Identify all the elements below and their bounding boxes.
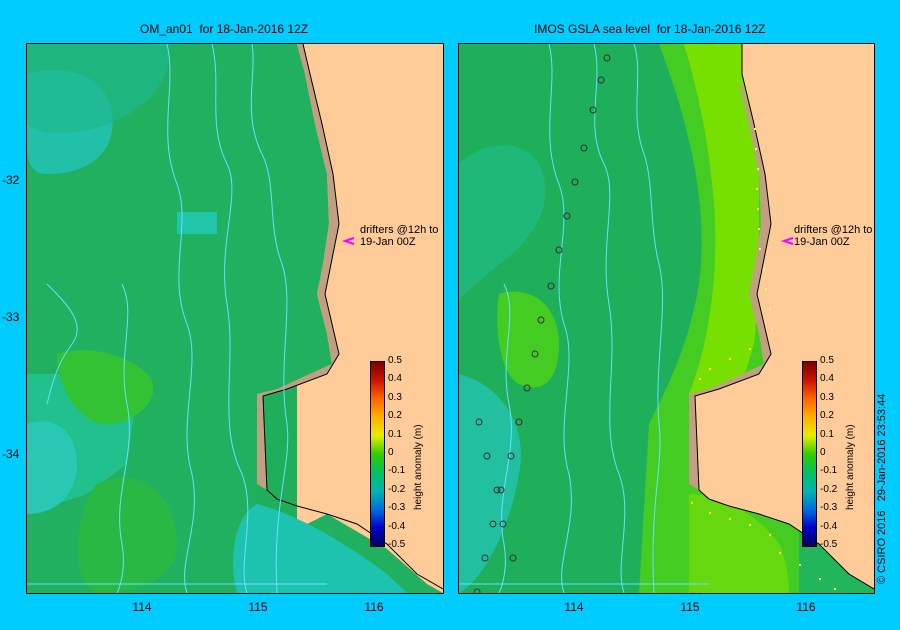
- y-tick-label: -33: [2, 310, 20, 324]
- land: [695, 44, 874, 589]
- y-tick-label: -32: [2, 173, 20, 187]
- colorbar-tick: 0.1: [388, 429, 402, 440]
- anomaly-region: [459, 374, 521, 593]
- colorbar-tick: -0.2: [820, 484, 838, 495]
- x-tick-label: 115: [680, 600, 700, 614]
- colorbar-tick: -0.2: [388, 484, 406, 495]
- anomaly-region: [689, 494, 789, 593]
- colorbar-tick: 0.4: [820, 373, 834, 384]
- anomaly-region: [78, 477, 177, 593]
- colorbar-tick: -0.4: [388, 521, 406, 532]
- x-tick-label: 116: [364, 600, 384, 614]
- y-tick-label: -34: [2, 447, 20, 461]
- colorbar-tick: -0.5: [388, 539, 406, 550]
- drifter-arrow: [341, 237, 355, 245]
- drifter-tracks: [473, 54, 611, 593]
- left-drifter-note: drifters @12h to 19-Jan 00Z: [360, 224, 439, 248]
- colorbar-tick: -0.1: [820, 465, 838, 476]
- colorbar-tick: -0.5: [820, 539, 838, 550]
- right-colorbar: [802, 361, 817, 547]
- bathymetry-contours: [27, 44, 327, 593]
- colorbar-tick: -0.4: [820, 521, 838, 532]
- colorbar-tick: 0.3: [388, 392, 402, 403]
- colorbar-tick: 0.1: [820, 429, 834, 440]
- left-map-title: OM_an01 for 18-Jan-2016 12Z: [140, 22, 309, 36]
- coastline: [694, 44, 874, 590]
- colorbar-tick: 0.2: [388, 410, 402, 421]
- coastline: [262, 44, 443, 590]
- colorbar-tick: -0.3: [388, 502, 406, 513]
- right-map-title: IMOS GSLA sea level for 18-Jan-2016 12Z: [534, 22, 766, 36]
- copyright-credit: © CSIRO 2016 29-Jan-2016 23:53:44: [876, 393, 888, 584]
- colorbar-tick: 0.5: [388, 355, 402, 366]
- left-sea-level-map: [26, 43, 444, 594]
- anomaly-region: [57, 350, 154, 424]
- colorbar-tick: 0.2: [820, 410, 834, 421]
- drifter-crosses: [691, 128, 836, 590]
- anomaly-region: [497, 291, 559, 388]
- ocean-shelf-field: [27, 44, 443, 593]
- left-map-graphic: [27, 44, 443, 593]
- bathymetry-contours: [459, 44, 709, 593]
- anomaly-region: [684, 44, 769, 394]
- colorbar-tick: -0.3: [820, 502, 838, 513]
- anomaly-region: [27, 44, 169, 134]
- colorbar-tick: 0: [820, 447, 826, 458]
- colorbar-tick: 0.3: [820, 392, 834, 403]
- x-tick-label: 115: [248, 600, 268, 614]
- left-colorbar-title: height anomaly (m): [413, 424, 424, 510]
- colorbar-tick: 0: [388, 447, 394, 458]
- anomaly-region: [459, 145, 546, 304]
- right-colorbar-title: height anomaly (m): [845, 424, 856, 510]
- colorbar-tick: 0.4: [388, 373, 402, 384]
- x-tick-label: 116: [796, 600, 816, 614]
- x-tick-label: 114: [564, 600, 584, 614]
- colorbar-tick: 0.5: [820, 355, 834, 366]
- anomaly-region: [27, 421, 77, 514]
- x-tick-label: 114: [132, 600, 152, 614]
- colorbar-tick: -0.1: [388, 465, 406, 476]
- continental-shelf: [257, 44, 339, 490]
- anomaly-region: [177, 212, 217, 234]
- right-drifter-note: drifters @12h to 19-Jan 00Z: [794, 224, 873, 248]
- drifter-arrow: [780, 237, 794, 245]
- left-colorbar: [370, 361, 385, 547]
